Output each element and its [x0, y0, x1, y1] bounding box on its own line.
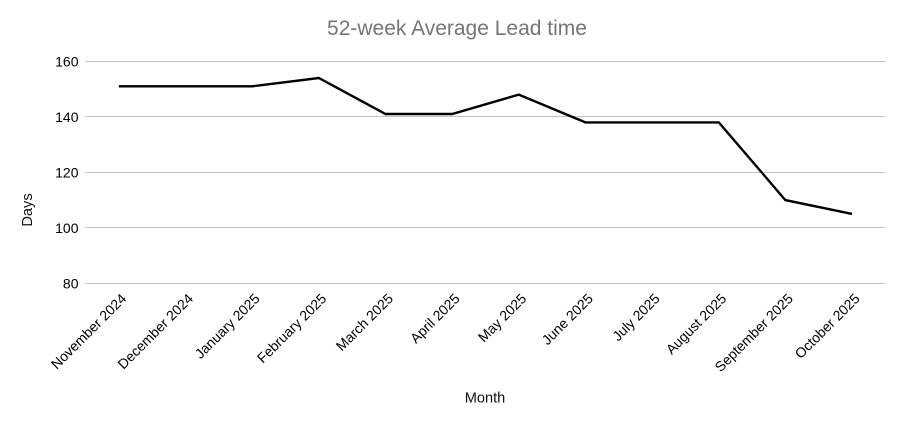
svg-text:100: 100 — [55, 220, 79, 236]
svg-text:52-week Average Lead time: 52-week Average Lead time — [327, 17, 587, 40]
svg-text:120: 120 — [55, 164, 79, 180]
svg-text:Days: Days — [20, 193, 36, 226]
svg-text:160: 160 — [55, 53, 79, 69]
svg-text:80: 80 — [63, 275, 79, 291]
svg-text:140: 140 — [55, 109, 79, 125]
svg-text:Month: Month — [465, 391, 506, 407]
